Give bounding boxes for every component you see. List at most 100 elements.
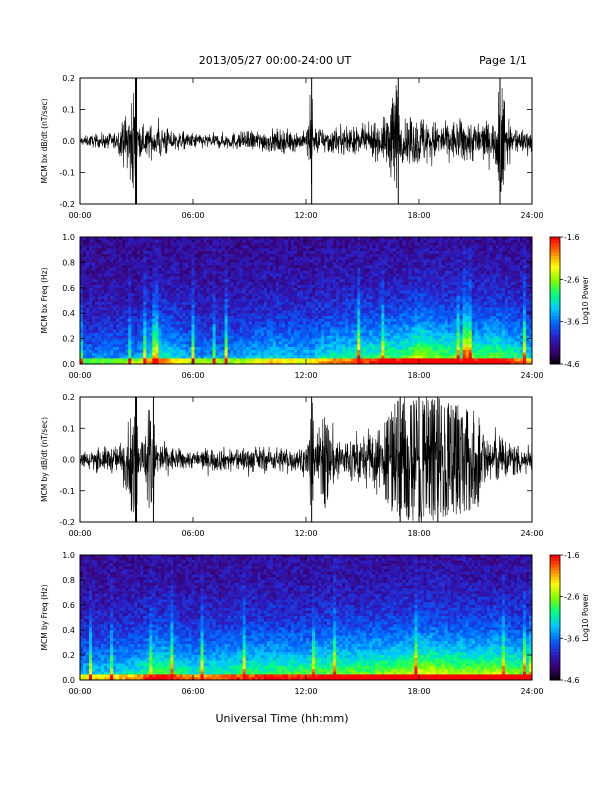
spectrogram-cell xyxy=(348,347,352,351)
spectrogram-cell xyxy=(239,358,244,362)
spectrogram-cell xyxy=(363,276,367,280)
spectrogram-cell xyxy=(330,304,334,308)
spectrogram-cell xyxy=(110,239,114,243)
spectrogram-cell xyxy=(327,259,331,263)
spectrogram-cell xyxy=(167,332,171,337)
spectrogram-cell xyxy=(161,321,165,325)
spectrogram-cell xyxy=(230,284,234,289)
spectrogram-cell xyxy=(197,287,201,291)
spectrogram-cell xyxy=(206,251,210,255)
spectrogram-cell xyxy=(360,347,364,351)
spectrogram-cell xyxy=(104,361,108,365)
spectrogram-cell xyxy=(251,237,256,241)
spectrogram-cell xyxy=(89,313,93,317)
spectrogram-cell xyxy=(387,349,391,354)
spectrogram-cell xyxy=(315,245,319,249)
spectrogram-cell xyxy=(269,358,274,362)
spectrogram-cell xyxy=(137,310,141,314)
spectrogram-cell xyxy=(203,301,207,306)
spectrogram-cell xyxy=(80,265,84,269)
spectrogram-cell xyxy=(306,338,310,342)
spectrogram-cell xyxy=(179,347,183,351)
spectrogram-cell xyxy=(402,268,406,272)
spectrogram-cell xyxy=(176,361,180,365)
spectrogram-cell xyxy=(345,276,349,280)
spectrogram-cell xyxy=(281,301,286,306)
spectrogram-cell xyxy=(143,282,147,286)
spectrogram-cell xyxy=(254,273,259,277)
spectrogram-cell xyxy=(233,273,237,277)
spectrogram-cell xyxy=(122,268,126,272)
spectrogram-cell xyxy=(312,237,316,241)
spectrogram-cell xyxy=(396,310,400,314)
spectrogram-cell xyxy=(164,316,168,320)
spectrogram-cell xyxy=(149,361,153,365)
spectrogram-cell xyxy=(275,332,280,337)
spectrogram-cell xyxy=(191,335,195,339)
spectrogram-cell xyxy=(281,355,286,359)
spectrogram-cell xyxy=(218,332,222,337)
spectrogram-cell xyxy=(209,265,213,269)
spectrogram-cell xyxy=(203,313,207,317)
spectrogram-cell xyxy=(176,253,180,258)
spectrogram-cell xyxy=(176,262,180,266)
spectrogram-cell xyxy=(293,318,298,322)
spectrogram-cell xyxy=(140,248,144,252)
spectrogram-cell xyxy=(321,256,325,260)
spectrogram-cell xyxy=(113,276,117,280)
spectrogram-cell xyxy=(224,330,228,334)
spectrogram-cell xyxy=(110,279,114,283)
spectrogram-cell xyxy=(83,262,87,266)
spectrogram-cell xyxy=(119,262,123,266)
spectrogram-cell xyxy=(128,324,132,328)
spectrogram-cell xyxy=(107,290,111,294)
spectrogram-cell xyxy=(348,282,352,286)
spectrogram-cell xyxy=(281,338,286,342)
spectrogram-cell xyxy=(375,301,379,306)
spectrogram-cell xyxy=(134,279,138,283)
spectrogram-cell xyxy=(402,352,406,356)
spectrogram-cell xyxy=(140,251,144,255)
spectrogram-cell xyxy=(293,352,298,356)
spectrogram-cell xyxy=(309,242,313,246)
spectrogram-cell xyxy=(290,248,295,252)
spectrogram-cell xyxy=(275,341,280,345)
spectrogram-cell xyxy=(342,330,346,334)
spectrogram-cell xyxy=(290,316,295,320)
spectrogram-cell xyxy=(248,273,253,277)
spectrogram-cell xyxy=(372,330,376,334)
spectrogram-cell xyxy=(381,276,385,280)
spectrogram-cell xyxy=(179,358,183,362)
spectrogram-cell xyxy=(134,341,138,345)
spectrogram-cell xyxy=(290,324,295,328)
spectrogram-cell xyxy=(369,296,373,300)
spectrogram-cell xyxy=(369,332,373,337)
spectrogram-cell xyxy=(336,276,340,280)
spectrogram-cell xyxy=(330,265,334,269)
spectrogram-cell xyxy=(167,268,171,272)
spectrogram-cell xyxy=(134,313,138,317)
spectrogram-cell xyxy=(390,262,394,266)
spectrogram-cell xyxy=(230,299,234,303)
spectrogram-cell xyxy=(366,293,370,297)
spectrogram-cell xyxy=(194,284,198,289)
spectrogram-cell xyxy=(125,327,129,331)
spectrogram-cell xyxy=(122,338,126,342)
spectrogram-cell xyxy=(278,251,283,255)
spectrogram-cell xyxy=(230,273,234,277)
spectrogram-cell xyxy=(92,347,96,351)
spectrogram-cell xyxy=(315,262,319,266)
spectrogram-cell xyxy=(155,335,159,339)
spectrogram-cell xyxy=(101,287,105,291)
spectrogram-cell xyxy=(185,293,189,297)
spectrogram-cell xyxy=(357,245,361,249)
spectrogram-cell xyxy=(95,344,99,348)
spectrogram-cell xyxy=(378,290,382,294)
spectrogram-cell xyxy=(86,253,90,258)
spectrogram-cell xyxy=(209,268,213,272)
spectrogram-cell xyxy=(381,259,385,263)
spectrogram-cell xyxy=(399,265,403,269)
spectrogram-cell xyxy=(119,347,123,351)
spectrogram-cell xyxy=(206,352,210,356)
spectrogram-cell xyxy=(179,321,183,325)
